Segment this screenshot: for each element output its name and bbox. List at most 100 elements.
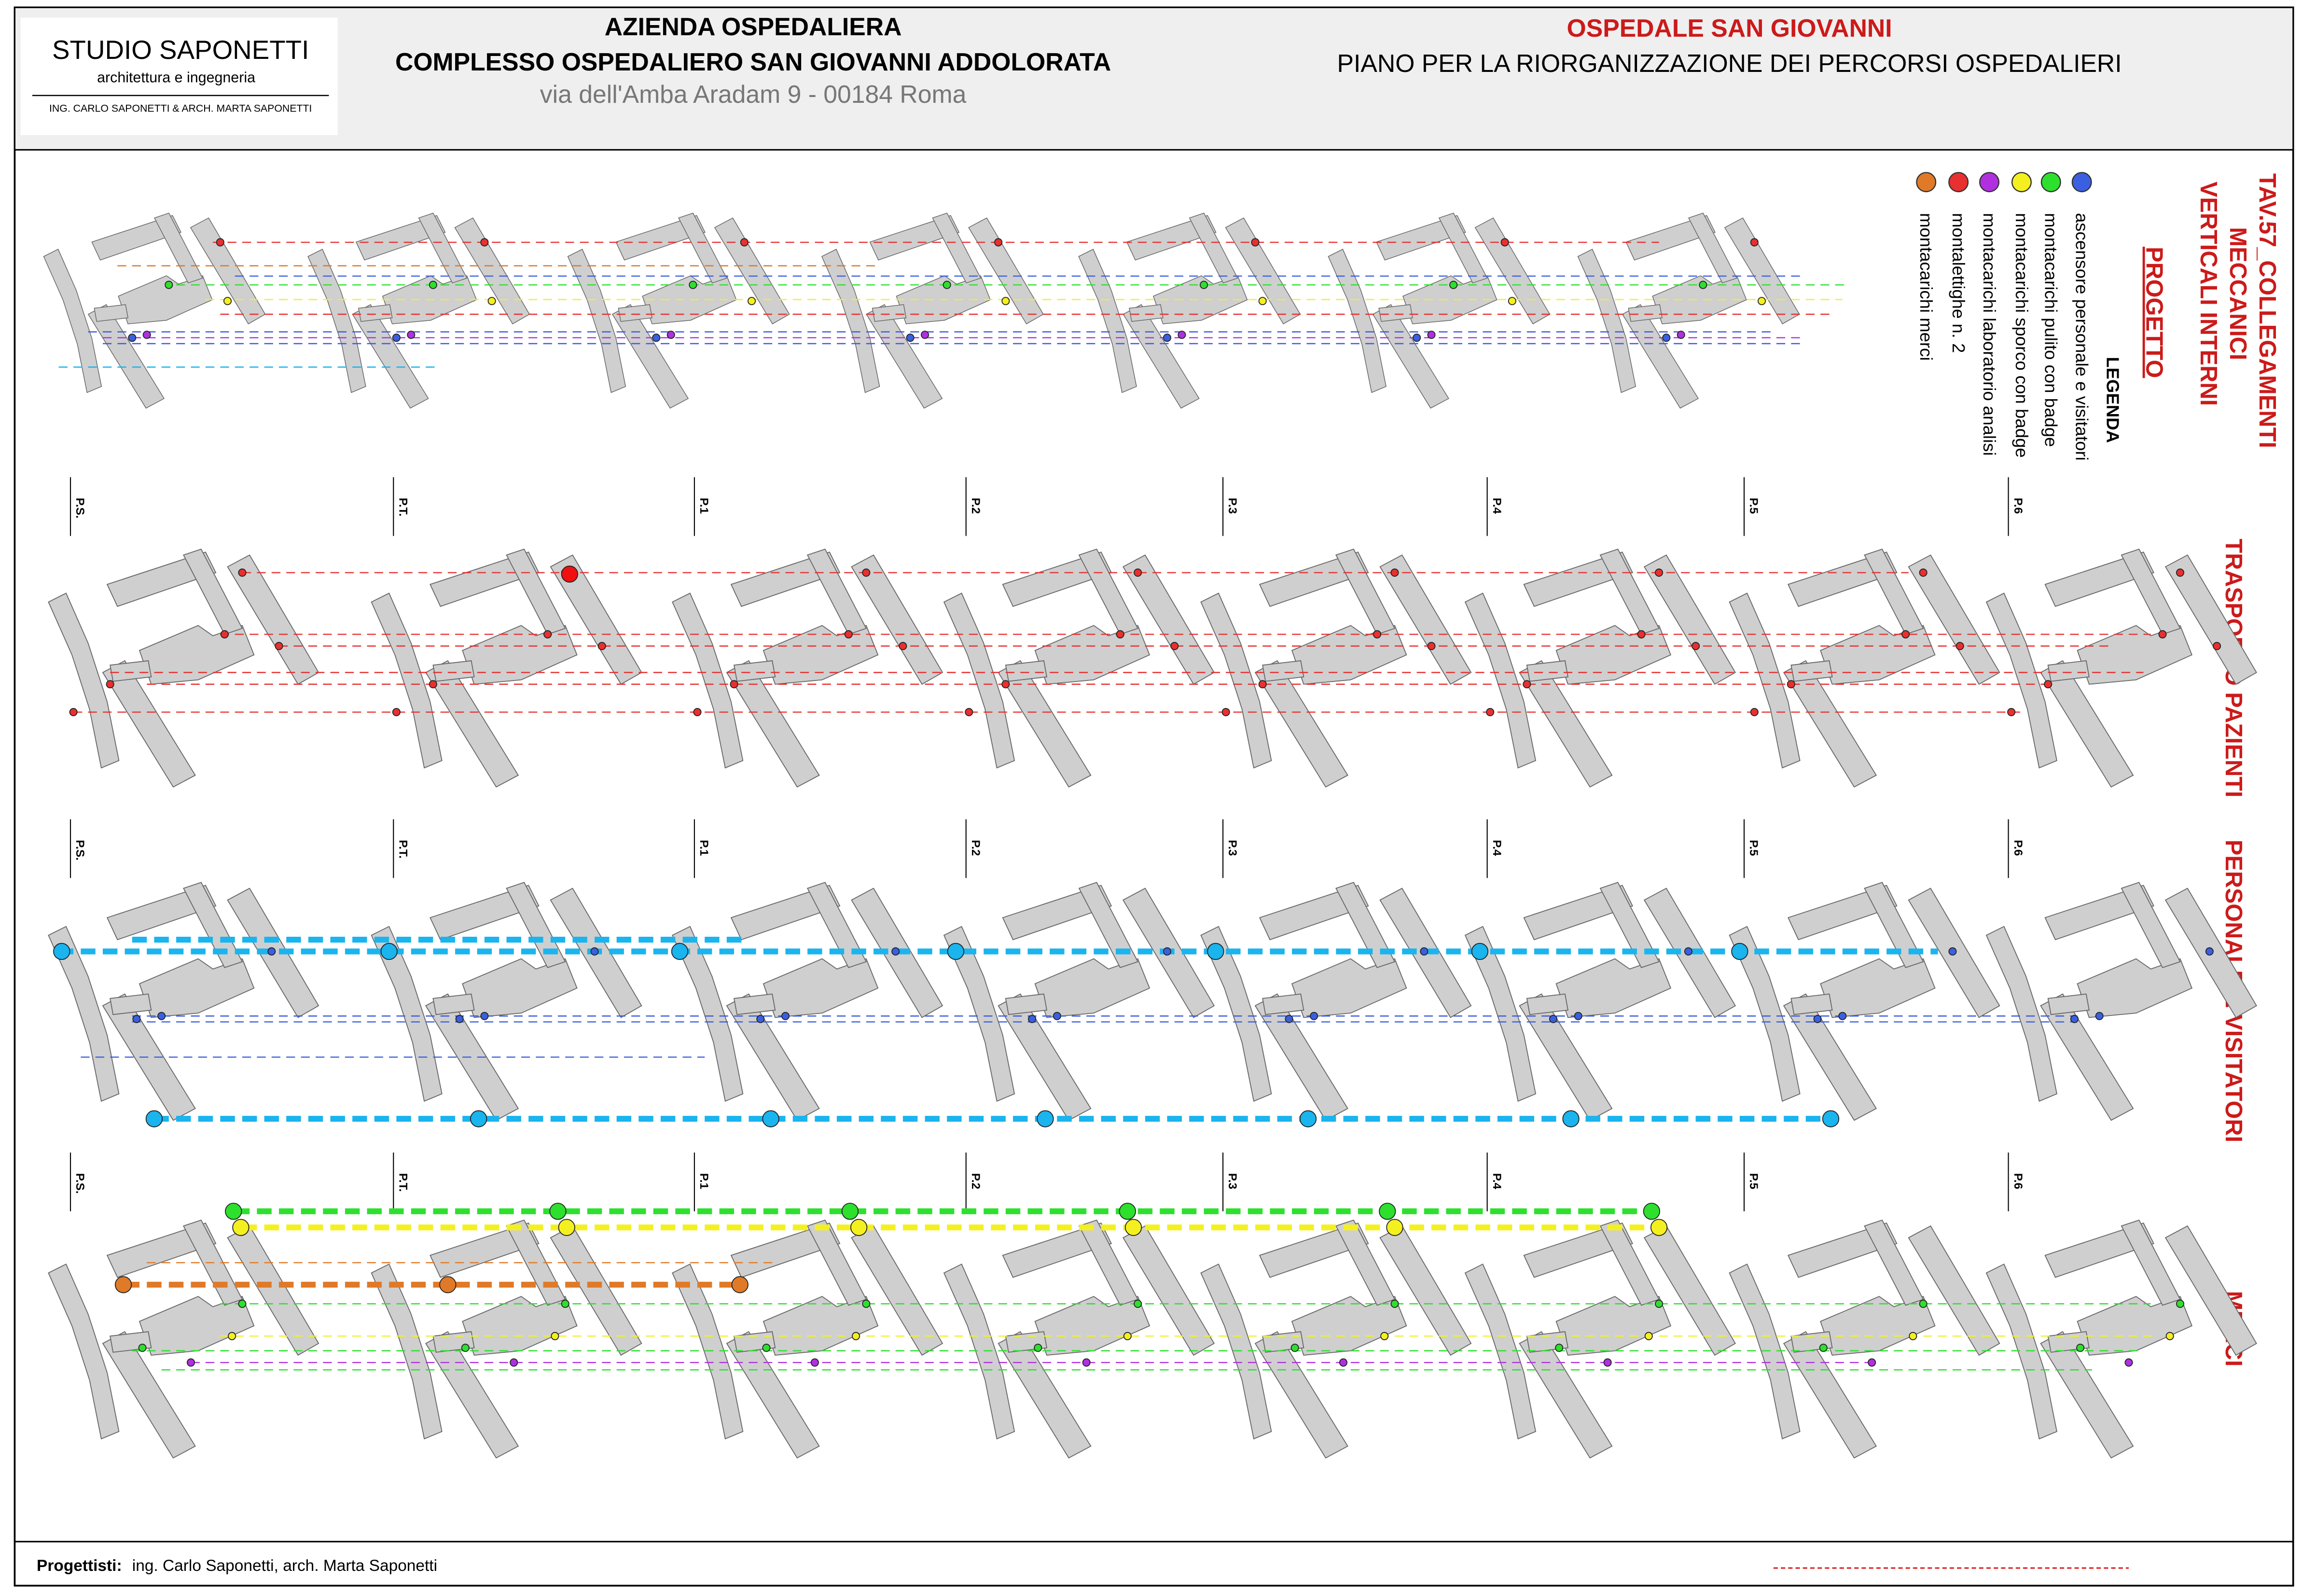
elevator-marker (906, 333, 915, 342)
elevator-marker (597, 642, 606, 651)
elevator-marker (2070, 1014, 2079, 1023)
elevator-marker (1731, 943, 1748, 960)
elevator-marker (1757, 297, 1766, 305)
elevator-marker (1427, 331, 1436, 339)
floor-label: P.2 (969, 498, 982, 513)
elevator-marker (1251, 238, 1260, 247)
elevator-marker (439, 1276, 457, 1293)
logo-authors: ING. CARLO SAPONETTI & ARCH. MARTA SAPON… (49, 102, 312, 114)
elevator-marker (1082, 1358, 1091, 1367)
elevator-marker (1390, 1299, 1399, 1308)
floor-label: P.5 (1747, 498, 1760, 513)
elevator-marker (693, 708, 702, 717)
client-line1: AZIENDA OSPEDALIERA (605, 13, 902, 41)
elevator-marker (1037, 1110, 1054, 1127)
floor-label: P.2 (969, 1173, 982, 1189)
elevator-marker (1574, 1012, 1582, 1020)
elevator-marker (238, 1299, 247, 1308)
elevator-marker (756, 1014, 765, 1023)
elevator-marker (1413, 333, 1421, 342)
elevator-marker (1123, 1332, 1132, 1340)
elevator-marker (1684, 947, 1692, 956)
elevator-marker (850, 1219, 868, 1236)
elevator-marker (1290, 1344, 1299, 1352)
legend-label: montalettighe n. 2 (1949, 213, 1969, 353)
elevator-marker (480, 1012, 489, 1020)
logo-tagline: architettura e ingegneria (97, 69, 255, 85)
elevator-marker (994, 238, 1003, 247)
elevator-marker (380, 943, 398, 960)
floor-label: P.1 (697, 840, 710, 856)
elevator-marker (862, 1299, 871, 1308)
elevator-marker (1386, 1219, 1403, 1236)
elevator-marker (2165, 1332, 2174, 1340)
elevator-marker (852, 1332, 860, 1340)
floor-label: P.3 (1226, 1173, 1239, 1189)
elevator-marker (1134, 569, 1142, 577)
elevator-marker (487, 297, 496, 305)
floor-label: P.5 (1747, 1173, 1760, 1189)
elevator-marker (947, 943, 965, 960)
elevator-marker (1299, 1110, 1317, 1127)
floor-label: P.6 (2011, 840, 2025, 856)
elevator-marker (69, 708, 78, 717)
elevator-marker (1637, 630, 1646, 638)
elevator-marker (561, 1299, 569, 1308)
footer-label: Progettisti: (37, 1557, 122, 1575)
floor-label: P.1 (697, 1173, 710, 1189)
elevator-marker (762, 1110, 779, 1127)
elevator-marker (1500, 238, 1509, 247)
legend-swatch (1979, 172, 2000, 193)
elevator-marker (1379, 1203, 1396, 1220)
elevator-marker (132, 1014, 141, 1023)
elevator-marker (1655, 1299, 1664, 1308)
elevator-marker (1948, 947, 1957, 956)
legend-swatch (1948, 172, 1969, 193)
sheet-title: MECCANICI (2225, 227, 2251, 361)
elevator-marker (1692, 642, 1700, 651)
elevator-marker (2124, 1358, 2133, 1367)
floor-label: P.2 (969, 840, 982, 856)
elevator-marker (1787, 680, 1795, 689)
elevator-marker (2095, 1012, 2104, 1020)
elevator-marker (2205, 947, 2214, 956)
floor-label: P.5 (1747, 840, 1760, 856)
elevator-marker (921, 331, 929, 339)
elevator-marker (470, 1110, 487, 1127)
elevator-marker (1390, 569, 1399, 577)
floor-label: P.S. (73, 498, 86, 518)
elevator-marker (1420, 947, 1428, 956)
elevator-marker (558, 1219, 575, 1236)
elevator-marker (762, 1344, 771, 1352)
elevator-marker (862, 569, 871, 577)
elevator-marker (1380, 1332, 1389, 1340)
elevator-marker (223, 297, 232, 305)
elevator-marker (128, 333, 137, 342)
elevator-marker (2158, 630, 2167, 638)
elevator-marker (1310, 1012, 1318, 1020)
elevator-marker (1901, 630, 1910, 638)
floor-label: P.S. (73, 1173, 86, 1194)
floor-label: P.4 (1490, 840, 1503, 856)
elevator-marker (551, 1332, 559, 1340)
elevator-marker (1699, 280, 1707, 289)
legend-swatch (2011, 172, 2032, 193)
elevator-marker (216, 238, 224, 247)
elevator-marker (1662, 333, 1671, 342)
elevator-marker (1677, 331, 1685, 339)
elevator-marker (2076, 1344, 2085, 1352)
elevator-marker (142, 331, 151, 339)
elevator-marker (429, 680, 437, 689)
floor-label: P.S. (73, 840, 86, 860)
legend-label: montacarichi sporco con badge (2012, 213, 2032, 458)
floor-label: P.6 (2011, 498, 2025, 513)
elevator-marker (1523, 680, 1531, 689)
elevator-marker (275, 642, 283, 651)
client-address: via dell'Amba Aradam 9 - 00184 Roma (540, 80, 967, 108)
elevator-marker (1116, 630, 1124, 638)
elevator-marker (844, 630, 853, 638)
elevator-marker (165, 280, 173, 289)
